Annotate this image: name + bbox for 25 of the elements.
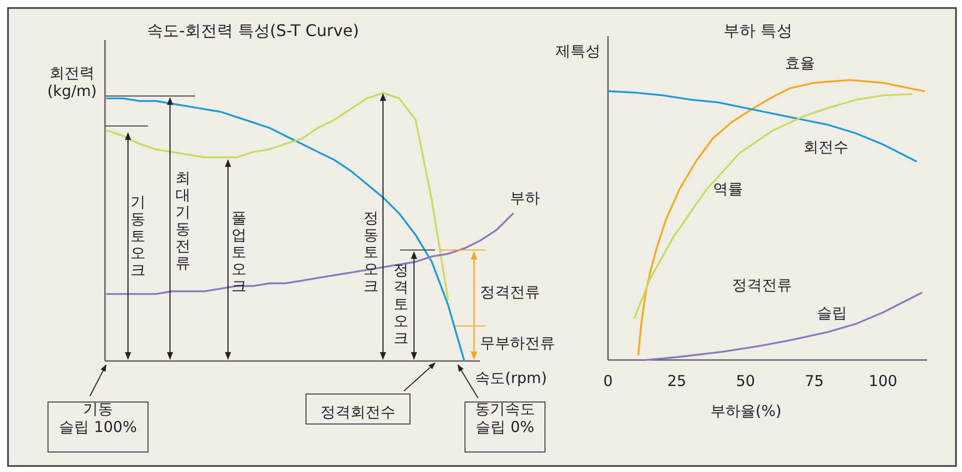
series-label: 효율 [785,54,815,72]
x-tick-label: 75 [804,372,824,390]
series-label: 역률 [713,180,743,198]
text: 기동 슬립 100% [59,400,137,436]
x-axis-title: 부하율(%) [710,402,782,420]
text: 동기속도 슬립 0% [475,400,535,436]
annotation: 정격전류 [732,276,792,294]
x-tick-label: 100 [868,372,898,390]
annotation: 무부하전류 [480,334,555,352]
y-axis-title: 제특성 [556,42,600,60]
chart-title: 속도-회전력 특성(S-T Curve) [147,21,359,40]
annotation: 정격토오크 [394,261,408,347]
x-axis-title: 속도(rpm) [475,369,548,387]
x-tick-label: 50 [736,372,756,390]
annotation: 최대기동전류 [176,169,190,272]
series-label: 부하 [510,189,540,207]
series-label: 회전수 [804,138,848,156]
chart-title: 부하 특성 [723,21,793,40]
annotation: 정격전류 [480,283,540,301]
x-tick-label: 25 [667,372,686,390]
y-axis-title: 회전력 (kg/m) [47,64,97,100]
x-tick-label: 0 [603,372,613,390]
text: 정격회전수 [320,403,396,421]
annotation: 기동토오크 [130,193,146,279]
series-label: 슬립 [817,304,847,322]
